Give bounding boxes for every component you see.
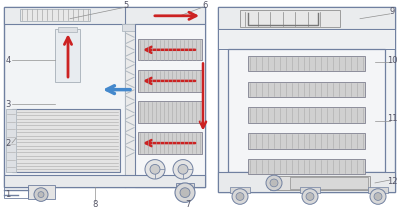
Text: 11: 11: [387, 114, 397, 123]
Bar: [248, 133, 365, 149]
Bar: [248, 56, 365, 71]
Circle shape: [302, 189, 318, 204]
Circle shape: [236, 193, 244, 200]
Text: 7: 7: [185, 200, 191, 209]
Circle shape: [270, 179, 278, 187]
Circle shape: [306, 193, 314, 200]
Circle shape: [145, 160, 165, 179]
Circle shape: [38, 192, 44, 198]
Bar: [138, 70, 202, 92]
Bar: [218, 7, 395, 29]
Bar: [230, 187, 250, 193]
Circle shape: [178, 164, 188, 174]
Bar: [125, 24, 135, 187]
Bar: [218, 29, 395, 49]
Text: 12: 12: [387, 177, 397, 186]
Bar: [55, 29, 80, 82]
Bar: [290, 177, 368, 189]
Bar: [20, 9, 90, 21]
Bar: [138, 101, 202, 123]
Bar: [218, 172, 395, 192]
Bar: [368, 187, 388, 193]
Bar: [240, 10, 340, 27]
Circle shape: [374, 193, 382, 200]
Bar: [135, 24, 205, 187]
Bar: [4, 187, 28, 199]
Circle shape: [34, 188, 48, 201]
Bar: [218, 7, 395, 192]
Bar: [176, 183, 194, 189]
Bar: [4, 175, 205, 187]
Bar: [270, 176, 370, 190]
Text: 9: 9: [389, 7, 395, 17]
Bar: [28, 185, 55, 199]
Bar: [138, 39, 202, 60]
Bar: [122, 24, 138, 31]
Text: 10: 10: [387, 56, 397, 65]
Circle shape: [266, 175, 282, 191]
Circle shape: [180, 188, 190, 198]
Text: 8: 8: [92, 200, 98, 209]
Circle shape: [173, 160, 193, 179]
Text: 1: 1: [5, 190, 11, 199]
Bar: [6, 109, 16, 172]
Text: 6: 6: [202, 1, 208, 10]
Circle shape: [232, 189, 248, 204]
Bar: [248, 107, 365, 123]
Bar: [4, 7, 205, 24]
Text: 2: 2: [5, 139, 11, 148]
Bar: [248, 82, 365, 97]
Circle shape: [150, 164, 160, 174]
Bar: [248, 159, 365, 174]
Circle shape: [370, 189, 386, 204]
Bar: [4, 7, 205, 187]
Bar: [138, 132, 202, 154]
Bar: [228, 49, 385, 172]
Text: 5: 5: [123, 1, 129, 10]
Text: 4: 4: [5, 56, 11, 65]
Bar: [58, 27, 77, 32]
Circle shape: [175, 183, 195, 202]
Bar: [12, 109, 120, 172]
Bar: [300, 187, 320, 193]
Text: 3: 3: [5, 100, 11, 109]
